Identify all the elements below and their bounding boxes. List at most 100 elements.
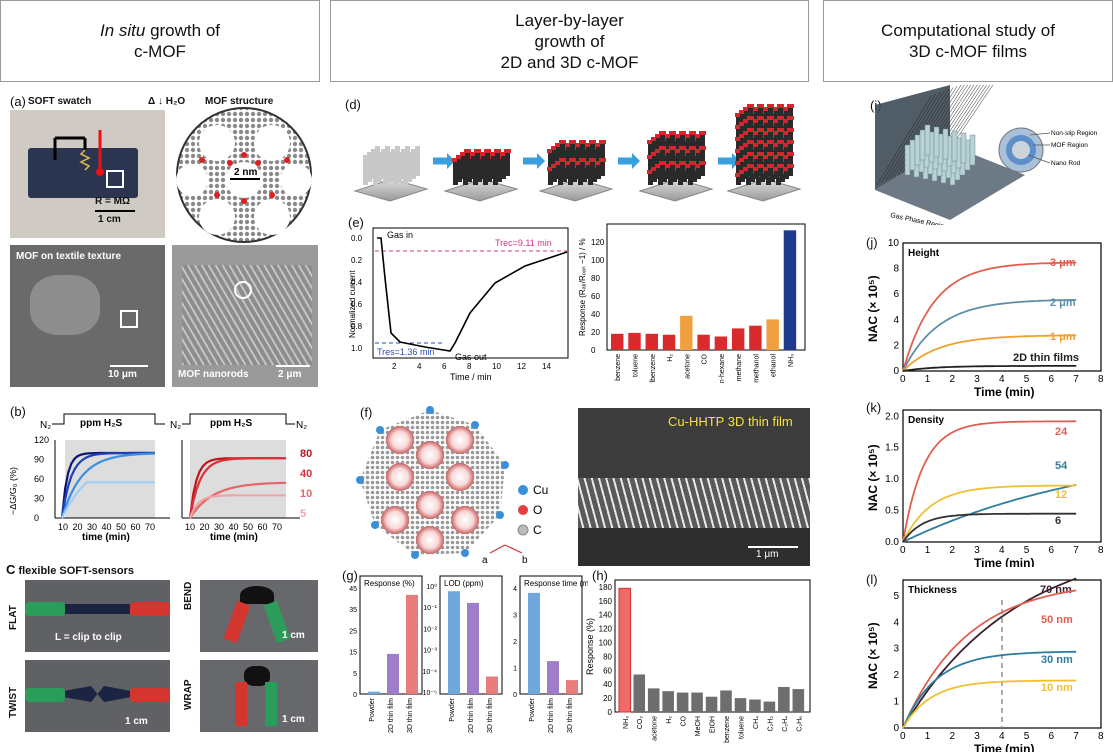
circuit-icon — [53, 130, 104, 176]
mof-layer — [460, 152, 467, 156]
panel-j-chart: Height 0 1 2 3 4 5 6 7 8 0 2 4 6 8 10 Time (min) NAC (× 1… — [866, 238, 1104, 399]
y-tick-label: 10⁰ — [426, 583, 437, 591]
response-bar — [783, 230, 797, 350]
mof-layer — [735, 149, 742, 153]
response-bar — [734, 698, 747, 712]
mof-layer — [474, 149, 481, 153]
mof-layer — [659, 131, 666, 135]
x-tick-label: 14 — [542, 362, 551, 371]
response-bar — [766, 319, 779, 350]
response-bar — [662, 334, 676, 350]
mof-layer — [773, 119, 780, 123]
category-label: ethylbenzene — [650, 354, 657, 383]
y-tick-label: 2 — [893, 670, 899, 681]
y-tick-label: 0.4 — [351, 278, 363, 287]
nanorod — [491, 152, 496, 179]
mof-layer — [685, 134, 692, 138]
nanorod — [969, 134, 976, 166]
panel-e-bar-chart: 0 20 40 60 80 100 120 benzene toluene ethylbenze… — [578, 223, 806, 383]
substrate-slab — [353, 178, 429, 202]
mof-layer — [689, 146, 696, 150]
response-bar — [714, 336, 728, 350]
ppm-label: ppm H₂S — [210, 418, 253, 429]
y-tick-label: 60 — [603, 666, 612, 675]
y-tick-label: 1.0 — [885, 474, 899, 485]
x-tick-label: 2 — [950, 731, 956, 742]
series-label: 24 — [1055, 426, 1068, 438]
sem-title: Cu-HHTP 3D thin film — [668, 414, 793, 429]
pore — [416, 491, 444, 519]
nanorod — [367, 152, 372, 182]
n2-label: N₂ — [40, 420, 51, 431]
mof-layer — [777, 116, 784, 120]
mof-layer — [480, 152, 487, 156]
header-line1: Computational study of — [881, 21, 1055, 40]
n2-label: N₂ — [170, 420, 181, 431]
x-tick-label: 8 — [467, 362, 472, 371]
twist-sensor-photo: 1 cm — [25, 660, 170, 732]
mof-layer — [763, 131, 770, 135]
nac-curve — [902, 420, 1077, 543]
panel-f-letter: (f) — [360, 405, 373, 420]
x-tick-label: 1 — [925, 731, 931, 742]
ppm-40: 40 — [300, 468, 312, 480]
response-bar — [705, 696, 718, 712]
x-tick-label: 0 — [900, 731, 906, 742]
mof-layer — [735, 173, 742, 177]
simulation-domain: Non-slip Region MOF Region Nano Rod Gas … — [875, 85, 1098, 225]
x-axis-label: Time / min — [450, 372, 492, 382]
mof-layer — [669, 161, 676, 165]
mof-layer — [575, 143, 582, 147]
mof-label: MOF Region — [1051, 142, 1088, 149]
nonslip-label: Non-slip Region — [1051, 130, 1098, 137]
x-tick-label: 5 — [1024, 545, 1030, 556]
twist-label: TWIST — [8, 686, 19, 718]
mof-layer — [579, 140, 586, 144]
mof-layer — [757, 152, 764, 156]
scale-label: 1 cm — [125, 716, 148, 727]
y-tick-label: 4 — [513, 586, 517, 593]
mof-layer — [589, 158, 596, 162]
y-tick-label: 5 — [893, 591, 899, 602]
header-line2: 3D c-MOF films — [908, 42, 1028, 61]
mof-layer — [743, 143, 750, 147]
leader-line — [1029, 132, 1051, 136]
mof-layer — [777, 152, 784, 156]
y-tick-label: 0.6 — [351, 300, 363, 309]
mof-layer — [685, 149, 692, 153]
y-axis-label: NAC (× 10⁵) — [866, 275, 880, 342]
mof-layer — [494, 149, 501, 153]
x-tick-label: 3 — [974, 731, 980, 742]
mof-layer — [767, 116, 774, 120]
mof-layer — [777, 128, 784, 132]
x-tick-label: 2 — [392, 362, 397, 371]
mof-layer — [773, 155, 780, 159]
nanorod — [700, 131, 705, 176]
mof-layer — [757, 164, 764, 168]
mof-layer — [767, 152, 774, 156]
wrap-sensor-photo: 1 cm — [200, 660, 318, 732]
mof-layer — [735, 137, 742, 141]
soft-swatch-photo: R = MΩ 1 cm — [10, 110, 165, 238]
category-label: MeOH — [695, 716, 702, 736]
mof-layer — [675, 149, 682, 153]
x-tick-label: 1 — [925, 374, 931, 385]
nanorod — [457, 155, 462, 182]
mof-layer — [739, 110, 746, 114]
chart-title: Density — [908, 415, 945, 426]
response-bar — [691, 692, 703, 712]
mof-layer — [456, 155, 463, 159]
gas-in-label: Gas in — [387, 230, 413, 240]
nanorod — [670, 131, 675, 176]
axes-icon — [489, 544, 523, 554]
cu-atom — [426, 406, 434, 414]
y-tick-label: 6 — [893, 289, 899, 300]
lbl-growth-diagram — [353, 104, 802, 202]
y-axis-label: Response (%) — [585, 618, 595, 675]
category-label: C₂H₂ — [767, 716, 774, 732]
response-bar — [749, 325, 762, 350]
y-tick-label: 0 — [353, 692, 357, 699]
red-clip — [235, 682, 247, 726]
category-label: toluene — [632, 354, 639, 377]
series-label: 2 μm — [1050, 297, 1076, 309]
